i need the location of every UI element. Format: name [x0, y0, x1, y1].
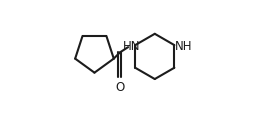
Text: NH: NH [175, 39, 193, 52]
Text: O: O [115, 80, 125, 93]
Text: HN: HN [123, 40, 140, 53]
